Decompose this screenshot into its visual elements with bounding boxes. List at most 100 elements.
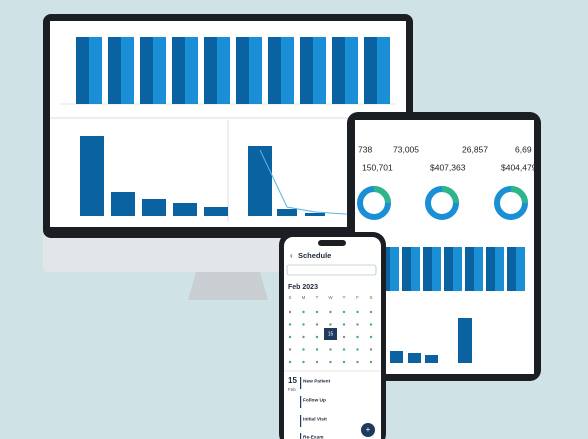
- date-month: Feb: [288, 387, 296, 392]
- column: [458, 318, 472, 363]
- monitor-stand: [188, 272, 268, 300]
- column: [185, 37, 198, 104]
- column: [507, 247, 516, 291]
- donut-slice: [510, 186, 528, 204]
- weekday: F: [356, 295, 359, 300]
- donut-slice: [441, 186, 459, 204]
- calendar-dot: [302, 310, 305, 314]
- kpi-value: $404,479: [501, 162, 537, 172]
- calendar-dot: [302, 323, 305, 326]
- kpi-value: 73,005: [393, 144, 419, 154]
- selected-day: 15: [328, 331, 334, 337]
- column: [76, 37, 89, 104]
- column: [140, 37, 153, 104]
- calendar-dot: [356, 310, 359, 314]
- column: [281, 37, 294, 104]
- bar: [142, 199, 166, 216]
- weekday: T: [343, 295, 346, 300]
- column: [432, 247, 441, 291]
- kpi-value: 6,69: [515, 144, 532, 154]
- column: [153, 37, 166, 104]
- column: [423, 247, 432, 291]
- column: [474, 247, 483, 291]
- column: [249, 37, 262, 104]
- bar: [204, 207, 228, 216]
- date-day: 15: [288, 376, 297, 385]
- selected-day-bg: [324, 328, 337, 340]
- calendar-dot: [356, 335, 359, 339]
- bar: [173, 203, 197, 216]
- calendar-dot: [315, 360, 319, 364]
- calendar-dot: [329, 360, 332, 364]
- phone-notch: [318, 240, 346, 246]
- appointment-marker: [300, 396, 302, 408]
- back-icon[interactable]: ‹: [290, 251, 293, 260]
- calendar-dot: [342, 360, 346, 364]
- column: [453, 247, 462, 291]
- calendar-dot: [369, 348, 373, 351]
- appointment-marker: [300, 415, 302, 427]
- donut-slice: [373, 186, 391, 204]
- bar: [277, 209, 297, 216]
- column: [390, 247, 399, 291]
- column: [313, 37, 326, 104]
- appointment-marker: [300, 433, 302, 439]
- weekday: W: [328, 295, 333, 300]
- calendar-dot: [315, 310, 319, 314]
- column: [516, 247, 525, 291]
- calendar-dot: [356, 323, 359, 326]
- column: [364, 37, 377, 104]
- weekday: S: [369, 295, 372, 300]
- add-icon[interactable]: +: [366, 425, 371, 434]
- kpi-value: 150,701: [362, 162, 393, 172]
- phone-title: Schedule: [298, 251, 331, 260]
- bar: [305, 213, 325, 216]
- calendar-dot: [356, 348, 359, 351]
- column: [300, 37, 313, 104]
- column: [268, 37, 281, 104]
- calendar-dot: [288, 335, 292, 339]
- column: [332, 37, 345, 104]
- calendar-dot: [315, 335, 319, 339]
- column: [495, 247, 504, 291]
- column: [408, 353, 421, 363]
- appointment-title[interactable]: Follow Up: [303, 397, 326, 403]
- column: [345, 37, 358, 104]
- column: [411, 247, 420, 291]
- column: [465, 247, 474, 291]
- calendar-dot: [288, 348, 292, 351]
- weekday: M: [302, 295, 306, 300]
- calendar-dot: [369, 310, 373, 314]
- weekday: T: [316, 295, 319, 300]
- bar: [80, 136, 104, 216]
- calendar-dot: [369, 323, 373, 326]
- appointment-title[interactable]: Re-Exam: [303, 434, 324, 439]
- calendar-dot: [302, 348, 305, 351]
- bar: [111, 192, 135, 216]
- calendar-dot: [315, 323, 319, 326]
- column: [204, 37, 217, 104]
- appointment-title[interactable]: Initial Visit: [303, 416, 327, 422]
- calendar-dot: [302, 335, 305, 339]
- column: [121, 37, 134, 104]
- add-button[interactable]: [361, 423, 375, 437]
- column: [108, 37, 121, 104]
- appointment-title[interactable]: New Patient: [303, 378, 331, 384]
- calendar-dot: [288, 310, 292, 314]
- calendar-dot: [329, 323, 332, 326]
- calendar-dot: [356, 360, 359, 364]
- column: [486, 247, 495, 291]
- kpi-value: 738: [358, 144, 372, 154]
- column: [89, 37, 102, 104]
- column: [172, 37, 185, 104]
- column: [390, 351, 403, 363]
- column: [377, 37, 390, 104]
- phone-button[interactable]: [286, 264, 377, 276]
- appointment-marker: [300, 377, 302, 389]
- kpi-value: $407,363: [430, 162, 466, 172]
- column: [217, 37, 230, 104]
- column: [402, 247, 411, 291]
- calendar-dot: [342, 323, 346, 326]
